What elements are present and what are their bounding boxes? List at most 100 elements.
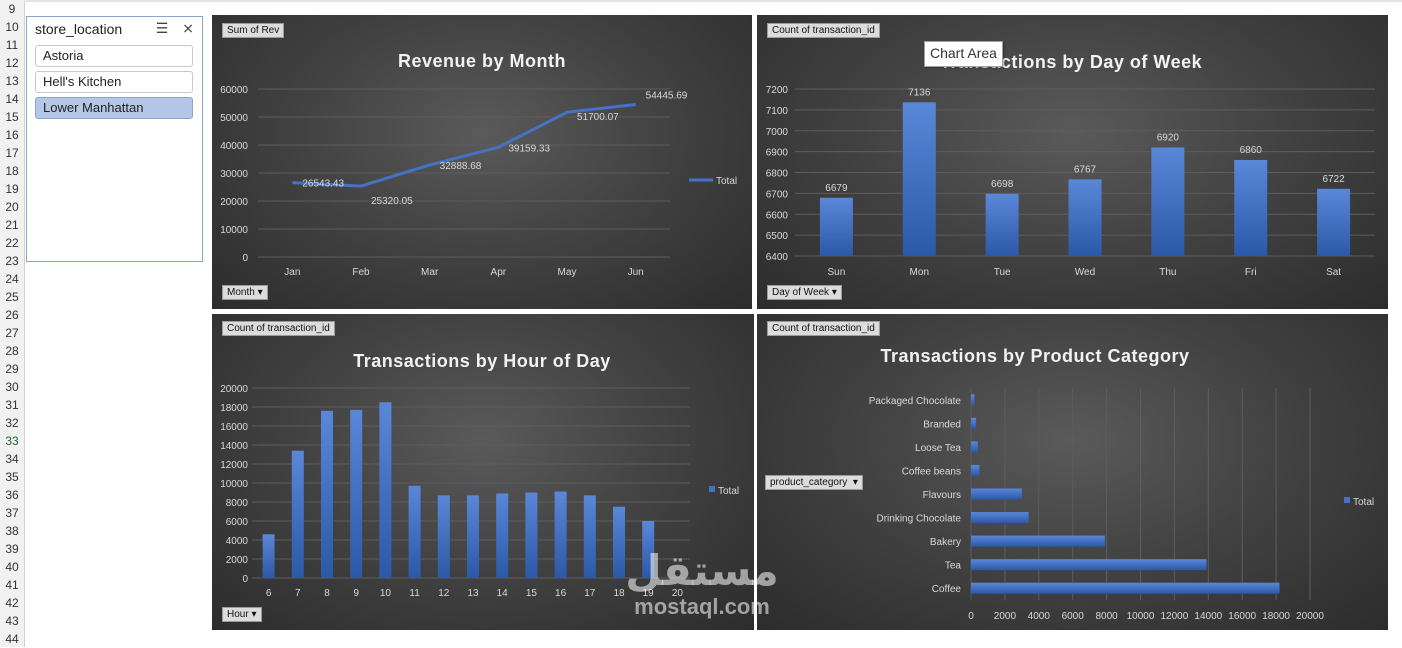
y-tick-label: 0 (242, 253, 248, 264)
row-number[interactable]: 16 (5, 128, 19, 142)
count-transaction-field-button[interactable]: Count of transaction_id (767, 23, 880, 38)
y-tick-label: Bakery (930, 537, 961, 548)
x-tick-label: Feb (352, 267, 370, 278)
chart-area-tooltip: Chart Area (924, 41, 1003, 67)
y-tick-label: Tea (945, 561, 962, 572)
y-tick-label: 6700 (766, 189, 789, 200)
x-tick-label: 11 (409, 588, 420, 599)
y-tick-label: 6600 (766, 210, 789, 221)
row-number[interactable]: 21 (5, 218, 19, 232)
bar (437, 495, 450, 578)
row-number[interactable]: 19 (5, 182, 19, 196)
x-tick-label: Sun (828, 267, 846, 278)
bar (613, 506, 625, 578)
x-tick-label: Jan (284, 267, 300, 278)
product-category-field-button[interactable]: product_category ▾ (765, 475, 863, 490)
data-label: 32888.68 (440, 161, 482, 172)
x-tick-label: 13 (467, 588, 479, 599)
transactions-by-category-chart[interactable]: Transactions by Product Category 0 2000 400… (757, 314, 1388, 630)
row-number[interactable]: 33 (5, 434, 19, 448)
row-number[interactable]: 14 (5, 92, 19, 106)
data-label: 25320.05 (371, 196, 413, 207)
row-number[interactable]: 37 (5, 506, 19, 520)
y-tick-label: Packaged Chocolate (869, 396, 962, 407)
row-number[interactable]: 32 (5, 416, 19, 430)
row-number[interactable]: 9 (8, 2, 16, 16)
count-transaction-field-button[interactable]: Count of transaction_id (222, 321, 335, 336)
row-number[interactable]: 11 (5, 38, 19, 52)
y-tick-label: 8000 (226, 498, 249, 509)
row-number[interactable]: 10 (5, 20, 19, 34)
row-number[interactable]: 15 (5, 110, 19, 124)
row-number[interactable]: 27 (5, 326, 19, 340)
row-number[interactable]: 41 (5, 578, 19, 592)
y-tick-label: 6900 (766, 148, 789, 159)
data-label: 6722 (1322, 174, 1345, 185)
bar (819, 197, 853, 256)
bar (379, 402, 392, 578)
chart-title: Transactions by Hour of Day (353, 351, 611, 371)
bar (902, 102, 936, 256)
day-of-week-field-button[interactable]: Day of Week ▾ (767, 285, 842, 300)
row-number[interactable]: 25 (5, 290, 19, 304)
multi-select-icon[interactable]: ☰ (155, 20, 169, 36)
row-number[interactable]: 28 (5, 344, 19, 358)
legend-marker (1344, 497, 1350, 503)
count-transaction-field-button[interactable]: Count of transaction_id (767, 321, 880, 336)
bar (467, 495, 479, 578)
row-number[interactable]: 12 (5, 56, 19, 70)
revenue-by-month-chart[interactable]: Revenue by Month 0 10000 20000 30000 40000 500… (212, 15, 752, 309)
row-number[interactable]: 40 (5, 560, 19, 574)
bar (971, 535, 1105, 547)
sum-of-rev-field-button[interactable]: Sum of Rev (222, 23, 285, 38)
slicer-title: store_location (35, 21, 123, 37)
row-number[interactable]: 23 (5, 254, 19, 268)
y-tick-label: 6500 (766, 231, 789, 242)
transactions-by-day-chart[interactable]: Transactions by Day of Week 6400 6500 6600 6… (757, 15, 1388, 309)
row-number[interactable]: 35 (5, 470, 19, 484)
clear-filter-icon[interactable]: ⨯ (182, 20, 194, 36)
slicer-item-lower-manhattan[interactable]: Lower Manhattan (35, 97, 193, 119)
row-number[interactable]: 44 (5, 632, 19, 646)
row-number[interactable]: 34 (5, 452, 19, 466)
chart-title: Transactions by Day of Week (940, 52, 1203, 72)
row-number[interactable]: 17 (5, 146, 19, 160)
y-tick-label: 6000 (226, 517, 249, 528)
row-number[interactable]: 29 (5, 362, 19, 376)
row-number[interactable]: 43 (5, 614, 19, 628)
row-number[interactable]: 20 (5, 200, 19, 214)
legend-label: Total (716, 176, 737, 187)
row-number[interactable]: 38 (5, 524, 19, 538)
data-label: 54445.69 (646, 91, 688, 102)
row-number[interactable]: 24 (5, 272, 19, 286)
row-number[interactable]: 39 (5, 542, 19, 556)
data-label: 6860 (1240, 145, 1263, 156)
row-number[interactable]: 22 (5, 236, 19, 250)
store-location-slicer[interactable]: store_location ☰ ⨯ Astoria Hell's Kitche… (26, 16, 203, 262)
data-label: 39159.33 (508, 143, 550, 154)
bar (291, 450, 304, 578)
x-tick-label: 8000 (1095, 611, 1118, 622)
data-label: 6698 (991, 179, 1014, 190)
hour-field-button[interactable]: Hour ▾ (222, 607, 262, 622)
row-number[interactable]: 13 (5, 74, 19, 88)
data-label: 51700.07 (577, 112, 619, 123)
y-tick-label: 18000 (220, 403, 248, 414)
product-category-field-label: product_category (770, 477, 848, 488)
slicer-item-astoria[interactable]: Astoria (35, 45, 193, 67)
bar (971, 512, 1029, 524)
bar (1234, 159, 1268, 256)
row-number[interactable]: 42 (5, 596, 19, 610)
month-field-button[interactable]: Month ▾ (222, 285, 268, 300)
bar (496, 493, 509, 578)
row-number[interactable]: 31 (5, 398, 19, 412)
row-number[interactable]: 30 (5, 380, 19, 394)
transactions-by-hour-chart[interactable]: Transactions by Hour of Day 0 2000 4000 6000… (212, 314, 754, 630)
x-tick-label: 2000 (994, 611, 1017, 622)
row-number[interactable]: 36 (5, 488, 19, 502)
row-number[interactable]: 26 (5, 308, 19, 322)
bar (642, 521, 655, 578)
slicer-item-hells-kitchen[interactable]: Hell's Kitchen (35, 71, 193, 93)
row-number[interactable]: 18 (5, 164, 19, 178)
series-line-total (292, 103, 636, 188)
